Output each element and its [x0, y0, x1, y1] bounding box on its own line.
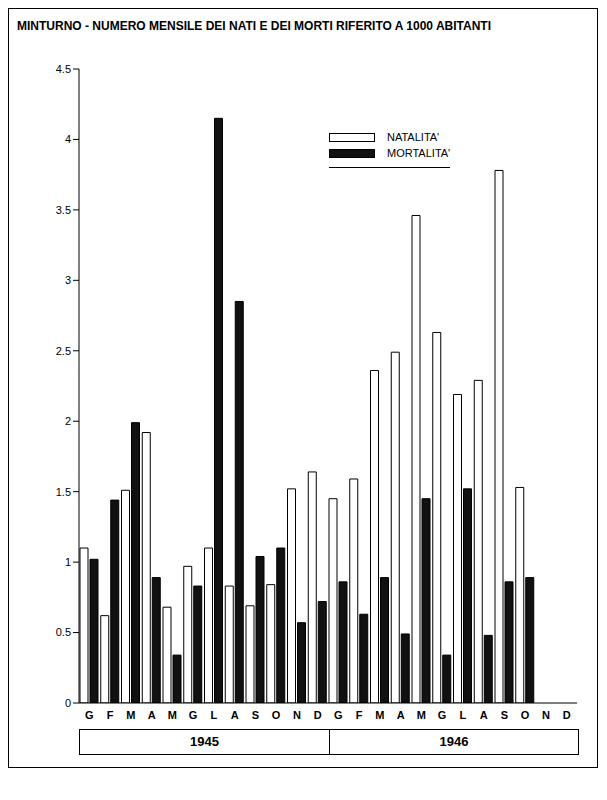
svg-text:A: A [148, 709, 156, 721]
svg-text:O: O [521, 709, 530, 721]
svg-text:M: M [168, 709, 177, 721]
html-text:1946: 1946 [439, 734, 469, 749]
svg-text:F: F [107, 709, 114, 721]
svg-text:2: 2 [65, 415, 71, 427]
svg-text:4.5: 4.5 [56, 63, 71, 75]
svg-text:G: G [85, 709, 94, 721]
svg-text:1.5: 1.5 [56, 486, 71, 498]
svg-text:A: A [480, 709, 488, 721]
svg-text:0.5: 0.5 [56, 626, 71, 638]
svg-text:M: M [417, 709, 426, 721]
svg-text:M: M [375, 709, 384, 721]
svg-text:O: O [272, 709, 281, 721]
svg-text:D: D [563, 709, 571, 721]
html-text:1945: 1945 [190, 734, 219, 749]
html-text:MINTURNO - NUMERO MENSILE DEI: MINTURNO - NUMERO MENSILE DEI NATI E DEI… [17, 19, 491, 33]
svg-text:2.5: 2.5 [56, 345, 71, 357]
svg-text:F: F [356, 709, 363, 721]
svg-text:D: D [314, 709, 322, 721]
svg-text:4: 4 [65, 133, 71, 145]
svg-text:A: A [231, 709, 239, 721]
svg-text:S: S [501, 709, 508, 721]
html-text:MORTALITA': MORTALITA' [387, 147, 451, 159]
svg-text:3: 3 [65, 274, 71, 286]
svg-text:G: G [189, 709, 198, 721]
svg-text:M: M [126, 709, 135, 721]
svg-text:N: N [293, 709, 301, 721]
svg-text:S: S [252, 709, 259, 721]
svg-text:N: N [542, 709, 550, 721]
html-text:NATALITA': NATALITA' [387, 131, 440, 143]
svg-text:0: 0 [65, 697, 71, 709]
svg-text:3.5: 3.5 [56, 204, 71, 216]
svg-text:L: L [211, 709, 218, 721]
svg-text:A: A [397, 709, 405, 721]
svg-text:1: 1 [65, 556, 71, 568]
svg-text:L: L [460, 709, 467, 721]
svg-text:G: G [334, 709, 343, 721]
svg-text:G: G [438, 709, 447, 721]
